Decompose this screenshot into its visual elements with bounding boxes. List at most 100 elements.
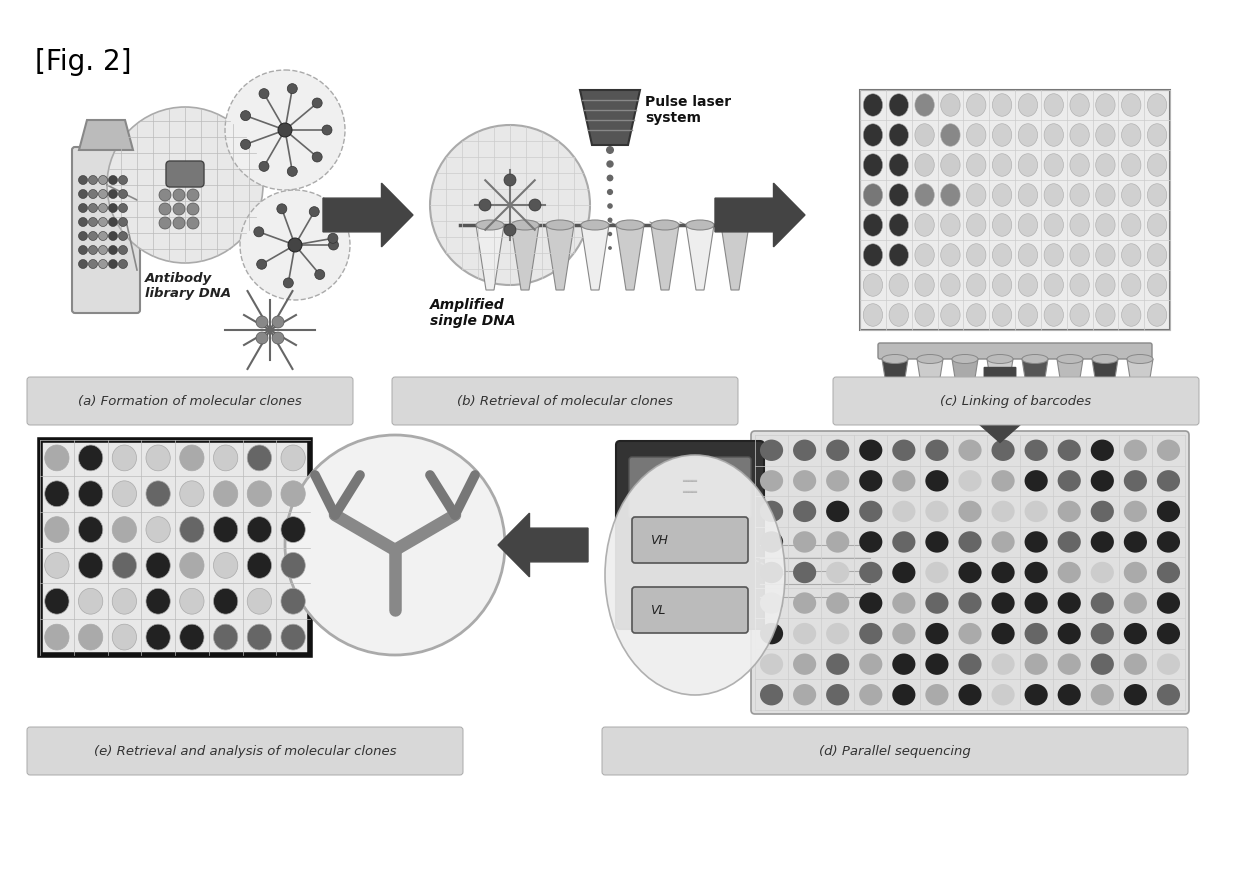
Ellipse shape [247, 553, 272, 578]
Ellipse shape [966, 303, 986, 326]
Ellipse shape [1147, 244, 1167, 266]
Ellipse shape [893, 470, 915, 492]
Circle shape [78, 217, 88, 227]
Ellipse shape [760, 623, 784, 644]
Ellipse shape [1044, 303, 1064, 326]
Ellipse shape [992, 592, 1014, 614]
Circle shape [257, 259, 267, 269]
Ellipse shape [925, 531, 949, 553]
Ellipse shape [941, 303, 960, 326]
Circle shape [109, 189, 118, 199]
Circle shape [107, 107, 263, 263]
Ellipse shape [893, 562, 915, 583]
Ellipse shape [859, 562, 883, 583]
Ellipse shape [1091, 439, 1114, 461]
Text: ═══
═══: ═══ ═══ [682, 477, 697, 497]
Ellipse shape [893, 623, 915, 644]
Ellipse shape [1070, 214, 1089, 236]
Circle shape [224, 70, 345, 190]
Circle shape [174, 203, 185, 215]
Ellipse shape [992, 214, 1012, 236]
Ellipse shape [180, 624, 205, 650]
Ellipse shape [281, 589, 305, 614]
Ellipse shape [1044, 184, 1064, 207]
Ellipse shape [1147, 184, 1167, 207]
Ellipse shape [941, 274, 960, 296]
Ellipse shape [966, 184, 986, 207]
Ellipse shape [281, 624, 305, 650]
Ellipse shape [941, 153, 960, 176]
Ellipse shape [45, 589, 69, 614]
Circle shape [272, 316, 284, 328]
Ellipse shape [1058, 623, 1081, 644]
Ellipse shape [511, 220, 539, 230]
Ellipse shape [889, 153, 909, 176]
Circle shape [312, 98, 322, 108]
FancyBboxPatch shape [878, 343, 1152, 359]
Ellipse shape [1044, 244, 1064, 266]
Circle shape [159, 189, 171, 201]
Ellipse shape [1123, 684, 1147, 705]
Ellipse shape [45, 553, 69, 578]
Ellipse shape [1091, 531, 1114, 553]
Ellipse shape [1058, 684, 1081, 705]
Ellipse shape [1070, 274, 1089, 296]
Circle shape [285, 435, 505, 655]
Ellipse shape [992, 244, 1012, 266]
Ellipse shape [1044, 94, 1064, 116]
Ellipse shape [213, 445, 238, 471]
Circle shape [288, 238, 303, 252]
Ellipse shape [247, 480, 272, 507]
Ellipse shape [915, 244, 934, 266]
Ellipse shape [616, 220, 644, 230]
Circle shape [98, 189, 108, 199]
Text: Antibody
library DNA: Antibody library DNA [145, 272, 231, 300]
Ellipse shape [863, 244, 883, 266]
Ellipse shape [794, 501, 816, 522]
Ellipse shape [546, 220, 574, 230]
Circle shape [78, 203, 88, 213]
Ellipse shape [1127, 355, 1153, 364]
Ellipse shape [859, 653, 883, 675]
Polygon shape [715, 183, 805, 247]
Ellipse shape [1091, 470, 1114, 492]
Ellipse shape [213, 517, 238, 542]
Polygon shape [498, 513, 588, 577]
FancyBboxPatch shape [629, 457, 751, 518]
Circle shape [312, 152, 322, 162]
Ellipse shape [45, 480, 69, 507]
Ellipse shape [213, 480, 238, 507]
FancyBboxPatch shape [27, 377, 353, 425]
Circle shape [606, 189, 613, 195]
Ellipse shape [925, 684, 949, 705]
Circle shape [255, 332, 268, 344]
Ellipse shape [1147, 153, 1167, 176]
Ellipse shape [992, 470, 1014, 492]
Ellipse shape [247, 517, 272, 542]
Ellipse shape [941, 124, 960, 146]
Ellipse shape [966, 214, 986, 236]
Ellipse shape [1024, 470, 1048, 492]
Ellipse shape [1091, 592, 1114, 614]
Ellipse shape [992, 501, 1014, 522]
Circle shape [606, 174, 614, 181]
FancyBboxPatch shape [27, 727, 463, 775]
Ellipse shape [992, 124, 1012, 146]
Polygon shape [952, 359, 978, 410]
Ellipse shape [826, 653, 849, 675]
Polygon shape [651, 225, 680, 290]
Ellipse shape [794, 531, 816, 553]
Ellipse shape [1096, 244, 1115, 266]
Ellipse shape [1070, 303, 1089, 326]
Ellipse shape [915, 274, 934, 296]
Ellipse shape [1044, 274, 1064, 296]
Circle shape [159, 203, 171, 215]
Ellipse shape [889, 274, 909, 296]
Circle shape [109, 260, 118, 269]
Ellipse shape [1058, 592, 1081, 614]
Ellipse shape [1121, 184, 1141, 207]
Circle shape [88, 175, 98, 185]
Ellipse shape [915, 153, 934, 176]
FancyBboxPatch shape [861, 90, 1171, 330]
Ellipse shape [651, 220, 680, 230]
